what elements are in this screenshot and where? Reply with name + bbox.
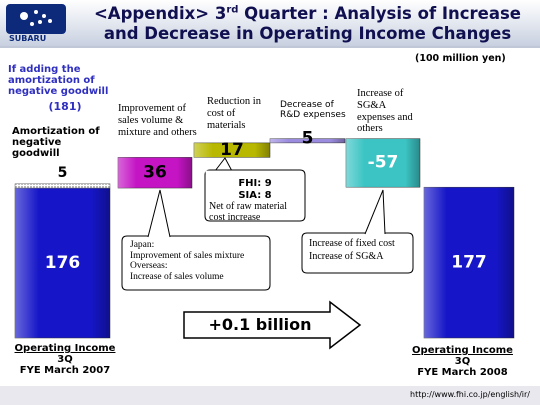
marks: 176 5 36 17 5 -57 177 (14, 129, 515, 339)
callout-tail (364, 189, 386, 235)
title-part: <Appendix> 3 (93, 4, 227, 23)
callout-text: Net of raw material cost increase (209, 201, 288, 224)
bar-shade (424, 187, 514, 338)
bar-shade (270, 138, 345, 143)
logo-badge (6, 4, 66, 34)
callout-text: SIA: 8 (238, 190, 272, 201)
value-label: -57 (368, 153, 399, 173)
callout-text: Increase of fixed cost Increase of SG&A (309, 238, 395, 262)
adjustment-name: Amortization of negative goodwill (12, 126, 100, 160)
logo-text: SUBARU (9, 34, 47, 43)
category-label: Decrease of R&D expenses (280, 100, 346, 121)
callout (301, 232, 414, 274)
category-label: Operating Income 3Q FYE March 2007 (14, 343, 116, 377)
title-sup: rd (226, 4, 239, 16)
callout (121, 235, 271, 291)
adjustment-note: If adding the amortization of negative g… (8, 64, 109, 98)
category-label: Increase of SG&A expenses and others (357, 88, 413, 135)
callout-join (149, 235, 169, 238)
value-label: 36 (143, 163, 167, 183)
bar-shade (346, 138, 420, 188)
callout-text: Japan: Improvement of sales mixture Over… (130, 240, 245, 282)
adjustment-value: 5 (58, 165, 68, 181)
unit-label: (100 million yen) (415, 53, 506, 64)
adjusted-total: (181) (48, 100, 82, 113)
callout-tail (147, 189, 171, 238)
callout (204, 157, 306, 222)
callout-join (205, 170, 236, 174)
callout-text: FHI: 9 (238, 178, 272, 189)
change-arrow (183, 300, 362, 350)
bar-shade (118, 157, 192, 189)
logo-stars (20, 10, 52, 26)
header-band (0, 0, 540, 46)
footer-band (0, 386, 540, 405)
value-label: 176 (45, 253, 81, 273)
slide-title: <Appendix> 3rd Quarter : Analysis of Inc… (80, 4, 535, 44)
title-part: Quarter : Analysis of Increase and Decre… (103, 4, 522, 43)
value-label: 5 (302, 129, 314, 149)
value-label: 17 (220, 140, 244, 160)
callout-join (366, 232, 384, 235)
arrow-label: +0.1 billion (208, 315, 312, 334)
footer-url: http://www.fhi.co.jp/english/ir/ (410, 390, 530, 399)
category-label: Improvement of sales volume & mixture an… (118, 103, 197, 138)
category-label: Operating Income 3Q FYE March 2008 (412, 345, 513, 379)
value-label: 177 (451, 253, 487, 273)
bar-shade (194, 142, 270, 158)
category-label: Reduction in cost of materials (207, 96, 261, 131)
adjustment-bar (14, 183, 111, 189)
bar-shade (15, 188, 110, 338)
